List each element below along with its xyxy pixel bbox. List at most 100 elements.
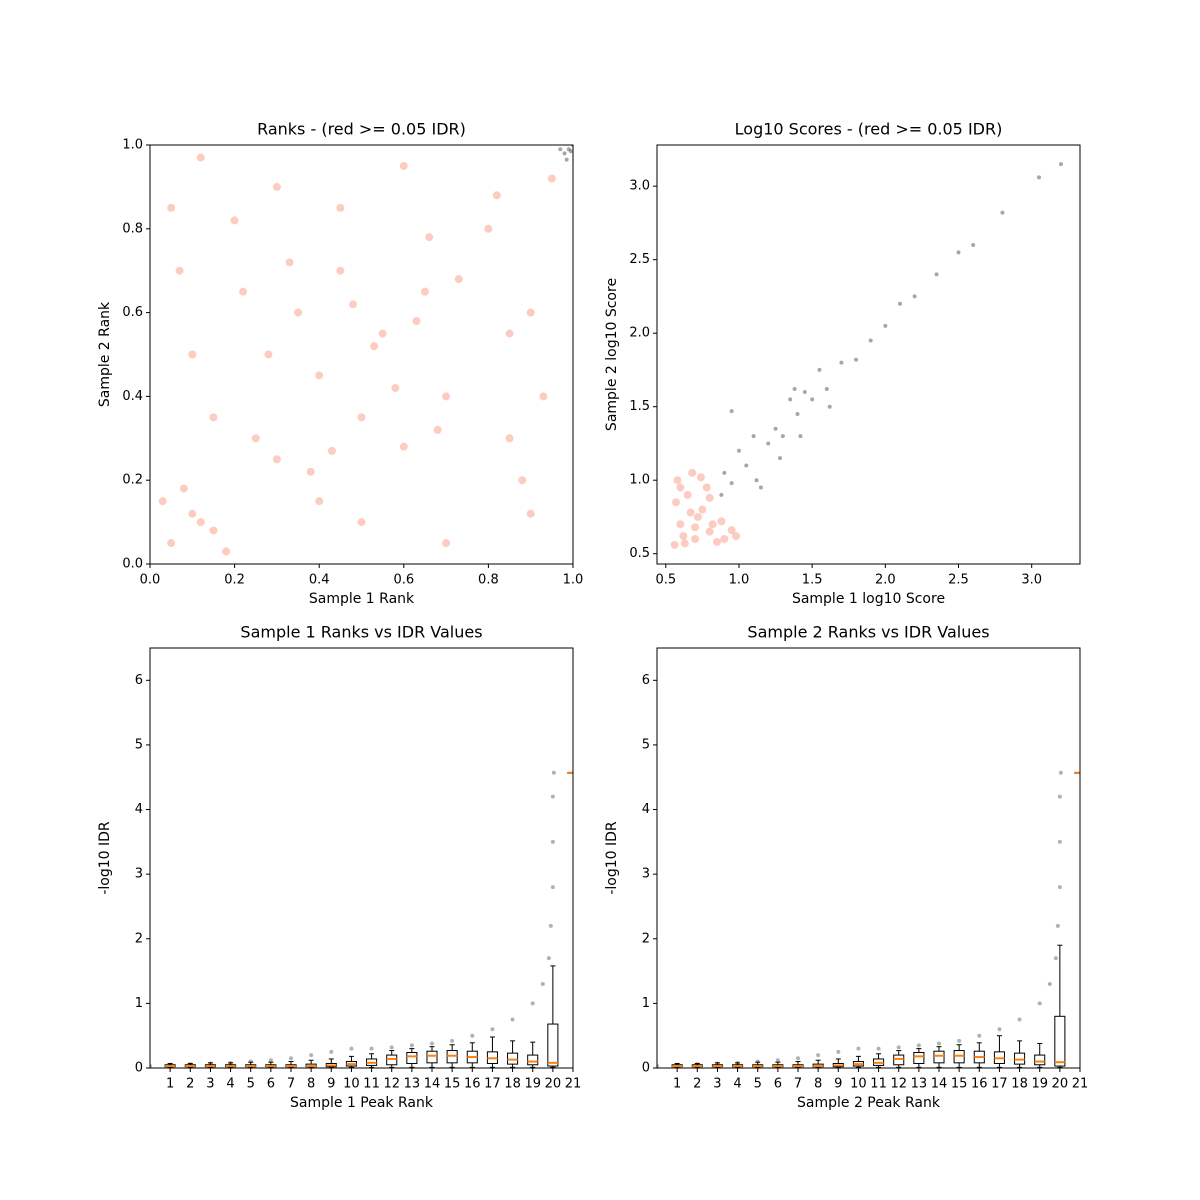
point: [679, 532, 688, 541]
subplot: Ranks - (red >= 0.05 IDR) Sample 1 Rank Sa…: [97, 120, 583, 608]
point: [370, 342, 379, 351]
x-tick-label: 2: [186, 1077, 194, 1092]
point: [470, 1033, 475, 1038]
point: [315, 497, 324, 506]
point: [378, 329, 387, 338]
x-tick-label: 6: [267, 1077, 275, 1092]
chart-title: Ranks - (red >= 0.05 IDR): [257, 120, 466, 139]
point: [775, 1058, 780, 1063]
point: [251, 434, 260, 443]
point: [691, 523, 700, 532]
point: [1037, 175, 1042, 180]
point: [676, 520, 685, 529]
point: [336, 266, 345, 275]
box: [1034, 1054, 1046, 1066]
point: [971, 242, 976, 247]
y-tick-label: 0.2: [122, 473, 143, 488]
y-tick-label: 0.0: [122, 557, 143, 572]
x-tick-label: 0.2: [224, 573, 245, 588]
subplot: Sample 1 Ranks vs IDR Values Sample 1 Pea…: [97, 623, 581, 1112]
x-tick-label: 16: [971, 1077, 988, 1092]
x-tick-label: 11: [363, 1077, 380, 1092]
point: [686, 508, 695, 517]
point: [285, 258, 294, 267]
y-tick-label: 1: [135, 996, 143, 1011]
point: [412, 316, 421, 325]
point: [688, 468, 697, 477]
x-tick-label: 13: [911, 1077, 928, 1092]
point: [329, 1049, 334, 1054]
point: [897, 301, 902, 306]
point: [722, 470, 727, 475]
x-tick-label: 1.0: [563, 573, 584, 588]
point: [399, 161, 408, 170]
y-tick-label: 4: [642, 802, 650, 817]
point: [158, 497, 167, 506]
point: [977, 1033, 982, 1038]
chart-title: Sample 1 Ranks vs IDR Values: [240, 623, 482, 642]
y-axis-label: Sample 2 Rank: [97, 301, 113, 407]
point: [315, 371, 324, 380]
box: [913, 1051, 925, 1064]
axes-frame: [656, 144, 1081, 565]
point: [550, 794, 555, 799]
chart-title: Log10 Scores - (red >= 0.05 IDR): [735, 120, 1003, 139]
x-tick-label: 2.0: [875, 573, 896, 588]
point: [530, 1001, 535, 1006]
subplot: Log10 Scores - (red >= 0.05 IDR) Sample 1…: [604, 120, 1081, 607]
point: [937, 1041, 941, 1046]
point: [729, 409, 734, 414]
x-tick-label: 21: [1072, 1077, 1089, 1092]
point: [802, 389, 807, 394]
x-tick-label: 1: [673, 1077, 681, 1092]
y-tick-label: 0.5: [629, 546, 650, 561]
point: [1058, 770, 1063, 775]
point: [912, 294, 917, 299]
point: [792, 387, 797, 392]
point: [934, 272, 939, 277]
y-axis-label: -log10 IDR: [604, 821, 620, 895]
point: [736, 448, 741, 453]
point: [727, 526, 736, 535]
point: [1057, 885, 1062, 890]
x-tick-label: 17: [991, 1077, 1008, 1092]
y-tick-label: 2: [135, 931, 143, 946]
point: [732, 532, 741, 541]
point: [450, 1038, 455, 1043]
point: [836, 1049, 841, 1054]
point: [505, 434, 514, 443]
axes-frame: [149, 647, 574, 1069]
point: [551, 770, 556, 775]
point: [1053, 956, 1058, 961]
point: [294, 308, 303, 317]
plot-area: [158, 145, 573, 556]
x-tick-label: 5: [247, 1077, 255, 1092]
box: [1054, 1015, 1066, 1067]
point: [773, 426, 778, 431]
point: [839, 360, 844, 365]
point: [672, 498, 681, 507]
point: [1017, 1017, 1022, 1022]
x-tick-label: 14: [931, 1077, 948, 1092]
point: [306, 467, 315, 476]
point: [796, 1056, 800, 1061]
box: [406, 1051, 418, 1064]
x-tick-label: 20: [1052, 1077, 1069, 1092]
point: [239, 287, 248, 296]
subplot: Sample 2 Ranks vs IDR Values Sample 2 Pea…: [604, 623, 1088, 1112]
point: [547, 174, 556, 183]
x-tick-label: 21: [565, 1077, 582, 1092]
point: [548, 923, 553, 928]
point: [957, 1038, 962, 1043]
point: [1057, 839, 1062, 844]
point: [526, 308, 535, 317]
x-tick-label: 3: [206, 1077, 214, 1092]
x-tick-label: 14: [424, 1077, 441, 1092]
x-axis-label: Sample 1 Peak Rank: [290, 1095, 434, 1111]
point: [268, 1058, 273, 1063]
x-tick-label: 4: [733, 1077, 741, 1092]
y-tick-label: 0.4: [122, 389, 143, 404]
point: [683, 490, 692, 499]
